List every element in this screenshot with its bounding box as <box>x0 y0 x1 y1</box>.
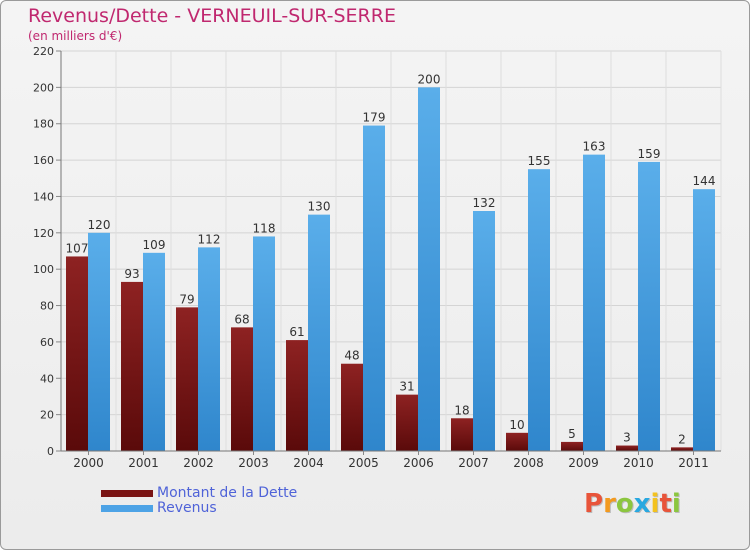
proxiti-logo: Proxiti <box>584 489 681 519</box>
bar-revenus <box>693 189 715 451</box>
bar-dette <box>671 447 693 451</box>
x-tick-label: 2007 <box>458 456 489 470</box>
logo-letter: t <box>659 489 672 519</box>
x-tick-label: 2009 <box>568 456 599 470</box>
bar-revenus <box>638 161 660 451</box>
data-label: 179 <box>363 111 386 125</box>
legend-swatch-revenus <box>101 505 153 512</box>
y-tick-label: 0 <box>47 445 54 458</box>
data-label: 120 <box>88 218 111 232</box>
x-tick-label: 2003 <box>238 456 269 470</box>
y-tick-label: 160 <box>33 154 54 167</box>
data-label: 3 <box>623 431 631 445</box>
bar-dette <box>231 327 253 451</box>
y-tick-label: 220 <box>33 45 54 58</box>
chart-title: Revenus/Dette - VERNEUIL-SUR-SERRE <box>28 5 396 27</box>
bar-revenus <box>253 236 275 451</box>
bar-dette <box>396 394 418 451</box>
data-label: 109 <box>143 238 166 252</box>
x-tick-label: 2010 <box>623 456 654 470</box>
bar-dette <box>341 363 363 451</box>
data-label: 159 <box>638 147 661 161</box>
logo-letter: o <box>615 489 634 519</box>
x-tick-label: 2005 <box>348 456 379 470</box>
y-tick-label: 40 <box>40 372 54 385</box>
y-tick-label: 60 <box>40 336 54 349</box>
logo-letter: i <box>650 489 660 519</box>
x-tick-label: 2000 <box>73 456 104 470</box>
x-tick-label: 2008 <box>513 456 544 470</box>
bar-dette <box>451 418 473 451</box>
data-label: 31 <box>399 380 414 394</box>
data-label: 10 <box>509 418 524 432</box>
data-label: 2 <box>678 432 686 446</box>
data-label: 61 <box>289 325 304 339</box>
bar-revenus <box>143 252 165 451</box>
x-tick-label: 2002 <box>183 456 214 470</box>
y-tick-label: 20 <box>40 409 54 422</box>
logo-letter: r <box>603 489 616 519</box>
legend-label-revenus: Revenus <box>157 500 217 516</box>
bar-revenus <box>308 214 330 451</box>
bar-dette <box>561 441 583 451</box>
data-label: 118 <box>253 221 276 235</box>
bar-dette <box>176 307 198 451</box>
bar-revenus <box>88 232 110 451</box>
bar-dette <box>121 281 143 451</box>
data-label: 48 <box>344 349 359 363</box>
x-tick-label: 2006 <box>403 456 434 470</box>
data-label: 200 <box>418 72 441 86</box>
y-tick-label: 180 <box>33 118 54 131</box>
logo-letter: x <box>633 489 651 519</box>
bar-dette <box>506 432 528 451</box>
data-label: 107 <box>66 241 89 255</box>
data-label: 5 <box>568 427 576 441</box>
legend-swatch-dette <box>101 490 153 497</box>
legend-label-dette: Montant de la Dette <box>157 485 298 501</box>
data-label: 155 <box>528 154 551 168</box>
data-label: 112 <box>198 232 221 246</box>
data-label: 68 <box>234 312 249 326</box>
data-label: 79 <box>179 292 194 306</box>
data-label: 144 <box>693 174 716 188</box>
bar-revenus <box>473 211 495 451</box>
chart-subtitle: (en milliers d'€) <box>28 29 123 43</box>
bar-dette <box>286 340 308 451</box>
x-tick-label: 2004 <box>293 456 324 470</box>
data-label: 93 <box>124 267 139 281</box>
y-tick-label: 200 <box>33 81 54 94</box>
y-tick-label: 100 <box>33 263 54 276</box>
x-tick-label: 2001 <box>128 456 159 470</box>
bar-dette <box>66 256 88 451</box>
bar-revenus <box>583 154 605 452</box>
bar-revenus <box>198 247 220 451</box>
x-tick-label: 2011 <box>678 456 709 470</box>
bar-revenus <box>363 125 385 451</box>
y-tick-label: 140 <box>33 190 54 203</box>
logo-letter: P <box>584 489 604 519</box>
y-tick-label: 120 <box>33 227 54 240</box>
data-label: 18 <box>454 403 469 417</box>
data-label: 163 <box>583 140 606 154</box>
logo-letter: i <box>671 489 681 519</box>
bar-revenus <box>528 169 550 451</box>
data-label: 130 <box>308 200 331 214</box>
bar-dette <box>616 445 638 451</box>
bar-revenus <box>418 87 440 451</box>
data-label: 132 <box>473 196 496 210</box>
y-tick-label: 80 <box>40 300 54 313</box>
